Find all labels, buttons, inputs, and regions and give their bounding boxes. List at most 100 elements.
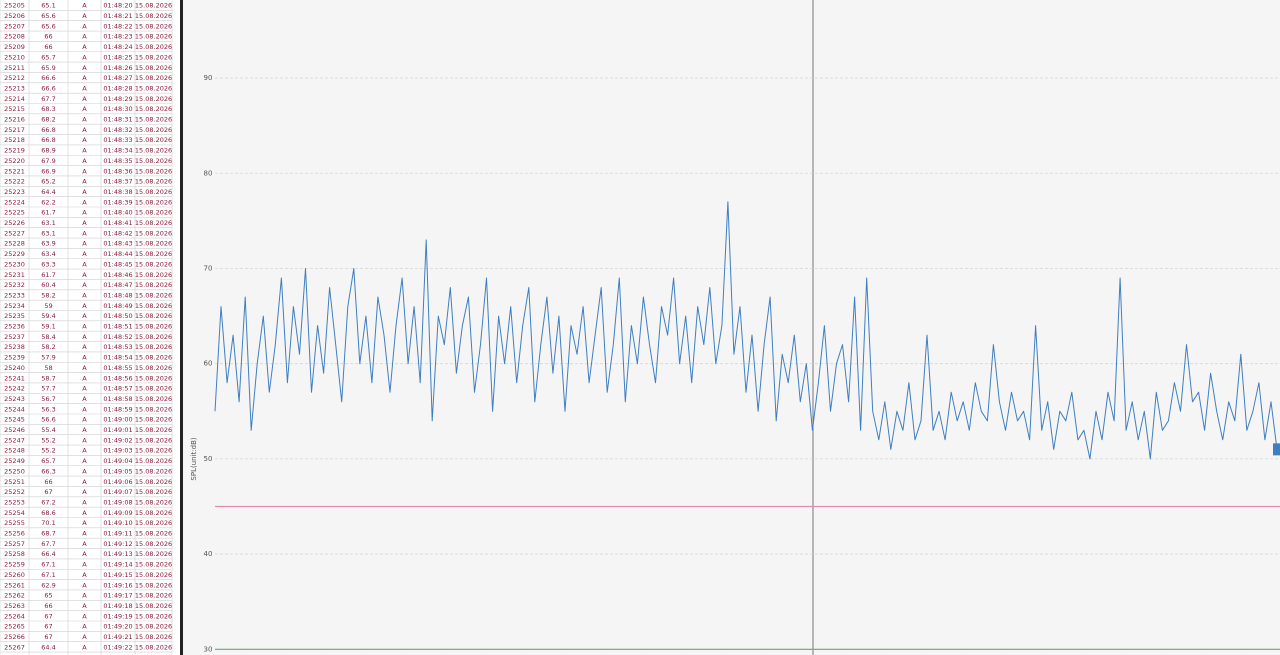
table-cell: 01:48:54 <box>103 354 132 362</box>
table-cell: 01:48:33 <box>103 136 132 144</box>
splitter[interactable] <box>180 0 183 655</box>
table-cell: 15.08.2026 <box>135 395 172 403</box>
table-cell: 25222 <box>4 178 25 186</box>
y-tick-label: 30 <box>204 645 213 653</box>
table-cell: A <box>82 84 87 92</box>
table-cell: 67.1 <box>41 561 55 569</box>
table-cell: 01:49:16 <box>103 581 132 589</box>
table-cell: 62.2 <box>41 198 55 206</box>
table-cell: 15.08.2026 <box>135 488 172 496</box>
table-cell: A <box>82 478 87 486</box>
y-tick-label: 90 <box>204 74 213 82</box>
table-cell: 01:49:22 <box>103 643 132 651</box>
table-cell: 15.08.2026 <box>135 312 172 320</box>
table-cell: 15.08.2026 <box>135 147 172 155</box>
table-cell: A <box>82 229 87 237</box>
table-cell: 15.08.2026 <box>135 457 172 465</box>
table-cell: A <box>82 467 87 475</box>
chart-panel <box>183 0 1280 655</box>
table-cell: 01:48:31 <box>103 116 132 124</box>
table-cell: 15.08.2026 <box>135 188 172 196</box>
table-cell: 01:49:01 <box>103 426 132 434</box>
table-cell: 01:49:06 <box>103 478 132 486</box>
table-cell: 15.08.2026 <box>135 95 172 103</box>
table-cell: 01:48:23 <box>103 33 132 41</box>
table-cell: 15.08.2026 <box>135 498 172 506</box>
table-cell: 61.7 <box>41 271 55 279</box>
table-cell: 15.08.2026 <box>135 43 172 51</box>
table-cell: A <box>82 374 87 382</box>
table-cell: 01:48:50 <box>103 312 132 320</box>
table-cell: A <box>82 250 87 258</box>
table-cell: 68.6 <box>41 509 55 517</box>
table-cell: A <box>82 33 87 41</box>
table-cell: 66.6 <box>41 74 55 82</box>
table-cell: 15.08.2026 <box>135 157 172 165</box>
table-cell: A <box>82 64 87 72</box>
table-cell: 25207 <box>4 22 25 30</box>
table-cell: A <box>82 74 87 82</box>
table-cell: 25251 <box>4 478 25 486</box>
table-cell: 15.08.2026 <box>135 22 172 30</box>
table-cell: 64.4 <box>41 643 55 651</box>
table-cell: 56.3 <box>41 405 55 413</box>
table-cell: 15.08.2026 <box>135 530 172 538</box>
table-cell: A <box>82 147 87 155</box>
table-cell: 01:48:51 <box>103 323 132 331</box>
table-cell: 55.2 <box>41 447 55 455</box>
table-cell: 25258 <box>4 550 25 558</box>
table-cell: 63.3 <box>41 260 55 268</box>
table-cell: 25232 <box>4 281 25 289</box>
table-cell: 25214 <box>4 95 25 103</box>
table-cell: 01:49:03 <box>103 447 132 455</box>
table-cell: 55.4 <box>41 426 55 434</box>
table-cell: A <box>82 188 87 196</box>
table-cell: 65.6 <box>41 12 55 20</box>
table-cell: 65.1 <box>41 2 55 10</box>
table-cell: 01:48:40 <box>103 209 132 217</box>
table-cell: 25210 <box>4 53 25 61</box>
table-cell: 66 <box>44 478 52 486</box>
table-cell: 67.7 <box>41 95 55 103</box>
table-cell: 65.6 <box>41 22 55 30</box>
table-cell: 01:49:12 <box>103 540 132 548</box>
table-cell: 15.08.2026 <box>135 447 172 455</box>
table-cell: 25241 <box>4 374 25 382</box>
last-point-marker <box>1273 443 1280 456</box>
table-cell: 58.2 <box>41 343 55 351</box>
table-cell: 15.08.2026 <box>135 33 172 41</box>
table-cell: A <box>82 343 87 351</box>
table-cell: 66.8 <box>41 126 55 134</box>
table-cell: A <box>82 623 87 631</box>
table-cell: 15.08.2026 <box>135 126 172 134</box>
table-cell: 25219 <box>4 147 25 155</box>
table-cell: 59.4 <box>41 312 55 320</box>
table-cell: 66.8 <box>41 136 55 144</box>
table-cell: 64.4 <box>41 188 55 196</box>
table-cell: 62.9 <box>41 581 55 589</box>
table-cell: 25236 <box>4 323 25 331</box>
table-cell: 67 <box>44 633 52 641</box>
table-cell: 65 <box>44 592 52 600</box>
table-cell: 15.08.2026 <box>135 116 172 124</box>
table-cell: 25223 <box>4 188 25 196</box>
table-cell: 15.08.2026 <box>135 561 172 569</box>
table-cell: A <box>82 209 87 217</box>
table-cell: 15.08.2026 <box>135 478 172 486</box>
table-cell: 25215 <box>4 105 25 113</box>
table-cell: 01:48:27 <box>103 74 132 82</box>
table-cell: 15.08.2026 <box>135 281 172 289</box>
table-cell: A <box>82 333 87 341</box>
table-cell: 15.08.2026 <box>135 509 172 517</box>
table-cell: 15.08.2026 <box>135 167 172 175</box>
y-tick-label: 80 <box>204 169 213 177</box>
table-cell: 25229 <box>4 250 25 258</box>
table-cell: 25231 <box>4 271 25 279</box>
table-cell: 01:49:17 <box>103 592 132 600</box>
table-cell: 65.7 <box>41 53 55 61</box>
table-cell: 01:48:56 <box>103 374 132 382</box>
table-cell: 15.08.2026 <box>135 323 172 331</box>
table-cell: 66 <box>44 602 52 610</box>
table-cell: 67 <box>44 488 52 496</box>
